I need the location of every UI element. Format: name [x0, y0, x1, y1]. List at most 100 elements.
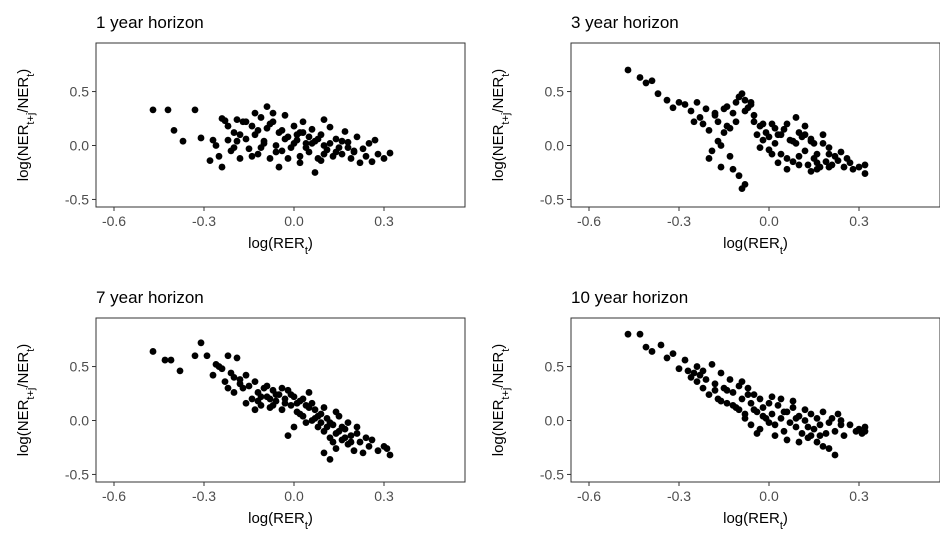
x-tick-label: 0.0: [759, 488, 779, 504]
data-point: [320, 404, 328, 411]
data-point: [771, 124, 779, 132]
data-point: [251, 378, 259, 386]
data-point: [368, 436, 376, 444]
data-point: [714, 137, 722, 145]
data-point: [807, 410, 815, 418]
data-point: [218, 163, 226, 171]
data-point: [335, 427, 343, 435]
data-point: [696, 114, 704, 121]
y-tick-label: -0.5: [540, 466, 564, 482]
data-point: [263, 103, 271, 111]
data-point: [290, 423, 298, 431]
data-point: [353, 133, 361, 141]
data-point: [738, 395, 746, 403]
data-point: [732, 118, 740, 126]
data-point: [711, 386, 719, 394]
data-point: [729, 389, 737, 396]
data-point: [783, 155, 791, 162]
data-point: [236, 380, 244, 388]
data-point: [248, 395, 256, 403]
data-point: [344, 138, 352, 146]
data-point: [819, 139, 827, 147]
panel-border: [570, 317, 940, 483]
data-point: [777, 414, 785, 422]
data-point: [822, 430, 830, 437]
data-point: [861, 170, 869, 177]
data-point: [242, 118, 250, 126]
data-point: [723, 399, 731, 407]
data-point: [290, 139, 298, 147]
data-point: [365, 442, 373, 450]
data-point: [272, 391, 280, 399]
data-point: [311, 169, 319, 176]
data-point: [699, 367, 707, 375]
data-point: [774, 401, 782, 409]
data-point: [669, 350, 677, 358]
data-point: [251, 406, 259, 414]
x-tick-label: -0.6: [102, 213, 126, 229]
data-point: [849, 165, 857, 173]
data-point: [723, 103, 731, 111]
x-tick-label: 0.3: [849, 213, 869, 229]
data-point: [263, 382, 271, 390]
data-point: [164, 106, 172, 114]
data-point: [708, 360, 716, 368]
data-point: [774, 159, 782, 167]
data-point: [657, 341, 665, 349]
data-point: [801, 147, 809, 155]
data-point: [684, 367, 692, 375]
panel-border: [570, 42, 940, 208]
data-point: [711, 109, 719, 117]
data-point: [275, 163, 283, 171]
data-point: [323, 423, 331, 431]
data-point: [179, 137, 187, 145]
data-point: [801, 417, 809, 424]
data-point: [840, 163, 848, 171]
data-point: [302, 144, 310, 152]
data-point: [777, 150, 785, 158]
data-point: [738, 185, 746, 193]
x-tick-label: -0.3: [667, 488, 691, 504]
data-point: [741, 96, 749, 104]
data-point: [341, 128, 349, 135]
data-point: [642, 79, 650, 87]
data-point: [813, 414, 821, 422]
data-point: [332, 148, 340, 156]
data-point: [846, 421, 854, 429]
data-point: [362, 434, 370, 442]
data-point: [825, 150, 833, 158]
data-point: [759, 404, 767, 411]
data-point: [356, 159, 364, 167]
data-point: [795, 129, 803, 136]
data-point: [846, 159, 854, 167]
y-axis-label: log(NERt+j/NERt): [490, 69, 512, 182]
panel-title: 7 year horizon: [96, 288, 204, 307]
data-point: [804, 161, 812, 169]
data-point: [254, 126, 262, 134]
data-point: [789, 397, 797, 405]
data-point: [624, 66, 632, 74]
data-point: [825, 163, 833, 171]
x-tick-label: 0.3: [374, 488, 394, 504]
data-point: [278, 384, 286, 392]
data-point: [831, 427, 839, 435]
data-point: [254, 397, 262, 405]
data-point: [230, 129, 238, 136]
panel-border: [95, 42, 466, 208]
data-point: [311, 406, 319, 414]
data-point: [305, 389, 313, 396]
data-point: [813, 438, 821, 446]
y-tick-label: -0.5: [65, 466, 89, 482]
x-tick-label: 0.3: [374, 213, 394, 229]
data-point: [759, 136, 767, 144]
data-point: [705, 391, 713, 399]
data-point: [711, 380, 719, 388]
y-tick-label: 0.5: [545, 359, 565, 375]
data-point: [714, 118, 722, 126]
data-point: [266, 155, 274, 162]
data-point: [332, 135, 340, 143]
data-point: [756, 425, 764, 433]
data-point: [669, 104, 677, 112]
data-point: [299, 118, 307, 126]
data-point: [777, 395, 785, 403]
